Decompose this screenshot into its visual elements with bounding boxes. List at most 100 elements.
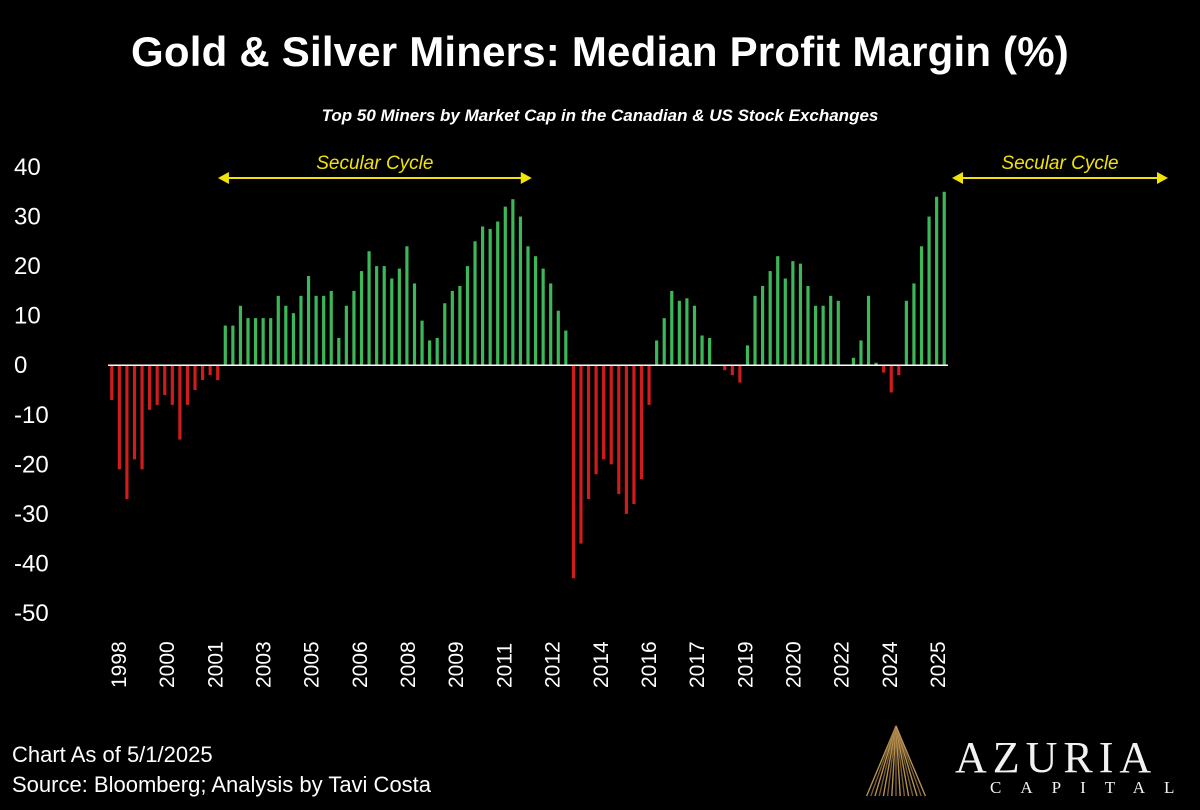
bar [571, 365, 575, 579]
bar [541, 268, 545, 366]
bar [927, 216, 931, 366]
bar [367, 251, 371, 366]
logo-wordmark: AZURIA [955, 733, 1158, 782]
bar [435, 337, 439, 366]
bar [768, 271, 772, 366]
bar [889, 365, 893, 393]
x-tick-label: 2011 [493, 643, 516, 688]
bar [632, 365, 636, 504]
bar [692, 305, 697, 366]
bar [851, 357, 855, 366]
bar [163, 365, 167, 395]
x-tick-label: 2008 [397, 641, 420, 688]
bar [185, 365, 190, 405]
bar [428, 340, 432, 366]
bar [132, 365, 137, 460]
x-tick-label: 2014 [590, 641, 613, 688]
bar [352, 290, 356, 366]
bar [231, 325, 235, 366]
bar [942, 191, 946, 366]
annotation-label: Secular Cycle [316, 153, 433, 174]
bar [791, 261, 795, 366]
bar [639, 365, 644, 480]
y-tick-label: -50 [14, 600, 49, 627]
y-tick-label: 0 [14, 352, 27, 379]
bar [359, 271, 364, 366]
x-tick-label: 2005 [301, 641, 324, 688]
bar [738, 365, 742, 383]
y-tick-label: -10 [14, 402, 49, 429]
bar [329, 290, 333, 366]
bar [291, 313, 295, 366]
bar [912, 283, 916, 366]
bar [761, 285, 765, 366]
bar [375, 266, 379, 366]
bar [647, 365, 651, 405]
bar-series [110, 191, 946, 579]
chart-subtitle: Top 50 Miners by Market Cap in the Canad… [321, 106, 879, 125]
bar [488, 228, 492, 366]
x-tick-label: 2009 [445, 641, 468, 688]
bar [390, 278, 394, 366]
bar [783, 278, 787, 366]
bar [813, 305, 818, 366]
x-tick-label: 2003 [253, 641, 276, 688]
y-tick-label: 20 [14, 253, 41, 280]
x-tick-label: 2022 [831, 641, 854, 688]
bar [549, 283, 553, 366]
bar [708, 337, 712, 366]
bar [284, 305, 288, 366]
secular-cycle-annotation: Secular Cycle [217, 153, 532, 184]
y-tick-label: 30 [14, 204, 41, 231]
x-tick-label: 2000 [156, 641, 179, 688]
bar [874, 362, 878, 366]
bar [919, 246, 924, 366]
bar [473, 241, 477, 366]
bar [904, 300, 908, 366]
bar [897, 365, 901, 376]
x-tick-label: 2025 [927, 641, 950, 688]
x-tick-label: 2024 [879, 641, 902, 688]
y-tick-label: -20 [14, 451, 49, 478]
bar [617, 365, 621, 495]
bar [662, 318, 666, 366]
bar [299, 295, 303, 366]
bar [140, 365, 144, 470]
bar [511, 199, 515, 366]
bar [344, 305, 348, 366]
bar [602, 365, 606, 460]
y-axis: 40 30 20 10 0 -10 -20 -30 -40 -50 [14, 154, 49, 627]
bar [556, 310, 560, 366]
bar [246, 318, 250, 366]
bar [564, 330, 568, 366]
bar [526, 246, 530, 366]
bar [261, 318, 265, 366]
bar [579, 365, 583, 544]
bar [253, 318, 258, 366]
bar [382, 266, 386, 366]
annotation-label: Secular Cycle [1001, 153, 1118, 174]
bar [829, 295, 833, 366]
bar [216, 365, 220, 381]
bar [269, 318, 273, 366]
x-tick-label: 2017 [686, 641, 709, 688]
bar [685, 298, 689, 366]
bar [412, 283, 417, 366]
bar [723, 365, 727, 371]
bar [745, 345, 750, 366]
chart-title: Gold & Silver Miners: Median Profit Marg… [131, 28, 1069, 75]
bar [420, 320, 424, 366]
secular-cycle-annotation: Secular Cycle [952, 153, 1168, 184]
bar [397, 268, 401, 366]
bar [322, 295, 326, 366]
y-tick-label: -30 [14, 501, 49, 528]
bar [806, 285, 810, 366]
bar [125, 365, 129, 500]
annotations: Secular Cycle Secular Cycle [217, 153, 1168, 184]
bar [821, 305, 825, 366]
y-tick-label: 40 [14, 154, 41, 181]
bar [503, 206, 507, 366]
bar [193, 365, 197, 390]
bar [148, 365, 152, 410]
y-tick-label: 10 [14, 303, 41, 330]
